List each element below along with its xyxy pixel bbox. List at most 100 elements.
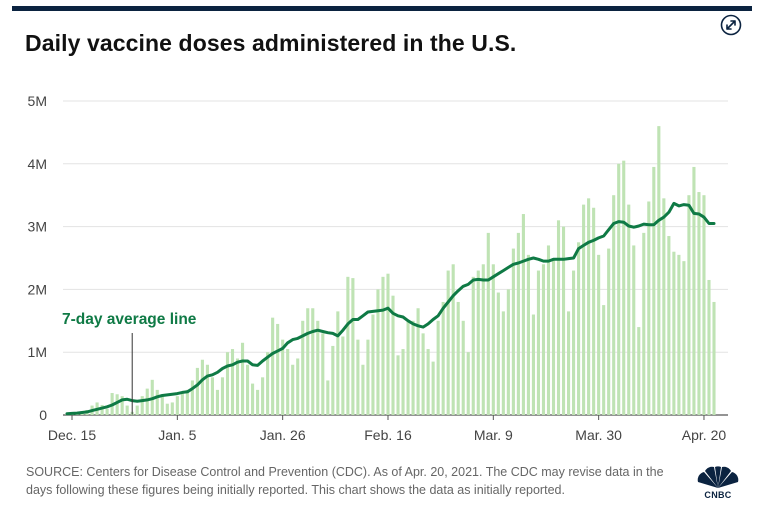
bar bbox=[491, 264, 495, 415]
x-tick-label: Dec. 15 bbox=[48, 427, 96, 443]
bar bbox=[366, 339, 370, 415]
bar bbox=[155, 389, 159, 415]
bar bbox=[607, 248, 611, 415]
bar bbox=[261, 377, 265, 415]
bar bbox=[195, 367, 199, 415]
bar bbox=[622, 160, 626, 415]
vaccine-doses-chart: 0 1M 2M 3M 4M 5M Dec. 15 Jan. 5 Jan. 26 Feb. 16 Ma… bbox=[28, 93, 728, 443]
bar bbox=[371, 314, 375, 415]
bar bbox=[617, 163, 621, 415]
bar bbox=[441, 301, 445, 415]
bar bbox=[496, 292, 500, 415]
bar bbox=[677, 254, 681, 415]
logo-label: CNBC bbox=[704, 490, 732, 500]
y-tick-label: 0 bbox=[39, 407, 47, 423]
y-tick-label: 2M bbox=[28, 281, 47, 297]
y-tick-label: 4M bbox=[28, 156, 47, 172]
bar bbox=[100, 404, 104, 415]
bar bbox=[667, 236, 671, 415]
bar bbox=[331, 345, 335, 415]
bar bbox=[205, 364, 209, 415]
x-tick-label: Feb. 16 bbox=[364, 427, 412, 443]
bar bbox=[561, 226, 566, 415]
bar bbox=[426, 349, 430, 415]
seven-day-average-line bbox=[65, 201, 716, 416]
bar bbox=[612, 195, 616, 415]
bar bbox=[246, 364, 250, 415]
bar bbox=[466, 352, 470, 415]
bar bbox=[356, 339, 360, 415]
top-accent-bar bbox=[12, 6, 752, 11]
bar bbox=[220, 377, 225, 415]
bar bbox=[416, 308, 420, 415]
bar bbox=[486, 232, 490, 415]
bar bbox=[647, 201, 651, 415]
bar bbox=[526, 254, 530, 415]
bar bbox=[301, 320, 305, 415]
bar bbox=[451, 264, 455, 415]
bar bbox=[682, 261, 686, 415]
bar bbox=[396, 355, 400, 415]
bar bbox=[461, 320, 465, 415]
bar bbox=[125, 405, 129, 415]
y-tick-label: 5M bbox=[28, 93, 47, 109]
bar bbox=[230, 349, 235, 415]
bar bbox=[210, 377, 215, 415]
bar bbox=[160, 396, 164, 415]
bar bbox=[566, 311, 571, 415]
bar bbox=[391, 295, 395, 415]
bar bbox=[281, 339, 285, 415]
bar bbox=[692, 166, 696, 415]
bar bbox=[386, 273, 390, 415]
bar bbox=[652, 166, 656, 415]
bar bbox=[551, 258, 556, 415]
bar bbox=[501, 311, 505, 415]
bar bbox=[145, 388, 149, 415]
bar bbox=[120, 396, 124, 415]
bar bbox=[697, 192, 701, 415]
bar bbox=[597, 254, 601, 415]
bar bbox=[531, 314, 535, 415]
bar bbox=[642, 232, 646, 415]
bar bbox=[170, 402, 174, 415]
bar bbox=[516, 232, 520, 415]
bar bbox=[175, 396, 179, 415]
y-tick-label: 3M bbox=[28, 219, 47, 235]
bar bbox=[165, 403, 169, 415]
bar bbox=[471, 276, 475, 415]
bar bbox=[316, 320, 320, 415]
x-tick-label: Jan. 26 bbox=[260, 427, 306, 443]
bar bbox=[240, 342, 245, 415]
bar bbox=[582, 204, 586, 415]
chart-title: Daily vaccine doses administered in the … bbox=[25, 30, 517, 56]
source-note: SOURCE: Centers for Disease Control and … bbox=[26, 465, 664, 497]
bar bbox=[556, 220, 561, 415]
bar bbox=[657, 126, 661, 416]
bar bbox=[225, 352, 230, 415]
bar bbox=[592, 207, 596, 415]
x-tick-label: Mar. 30 bbox=[575, 427, 622, 443]
bar bbox=[431, 361, 435, 415]
bar bbox=[546, 245, 551, 415]
bar bbox=[376, 289, 380, 415]
bar bbox=[251, 383, 255, 415]
bar bbox=[296, 358, 300, 415]
bar bbox=[235, 358, 240, 415]
bar bbox=[506, 289, 510, 415]
bar bbox=[276, 323, 280, 415]
bar bbox=[421, 333, 425, 415]
bar bbox=[536, 270, 541, 415]
expand-arrows-icon[interactable] bbox=[720, 14, 742, 36]
bar bbox=[381, 276, 385, 415]
bar bbox=[291, 364, 295, 415]
bar bbox=[215, 389, 220, 415]
bar bbox=[185, 389, 189, 415]
bar bbox=[321, 333, 325, 415]
bar bbox=[687, 195, 691, 415]
bar bbox=[637, 327, 641, 415]
bar bbox=[256, 389, 260, 415]
bar bbox=[105, 408, 109, 415]
bar bbox=[662, 198, 666, 415]
bar bbox=[572, 270, 576, 415]
y-tick-label: 1M bbox=[28, 344, 47, 360]
